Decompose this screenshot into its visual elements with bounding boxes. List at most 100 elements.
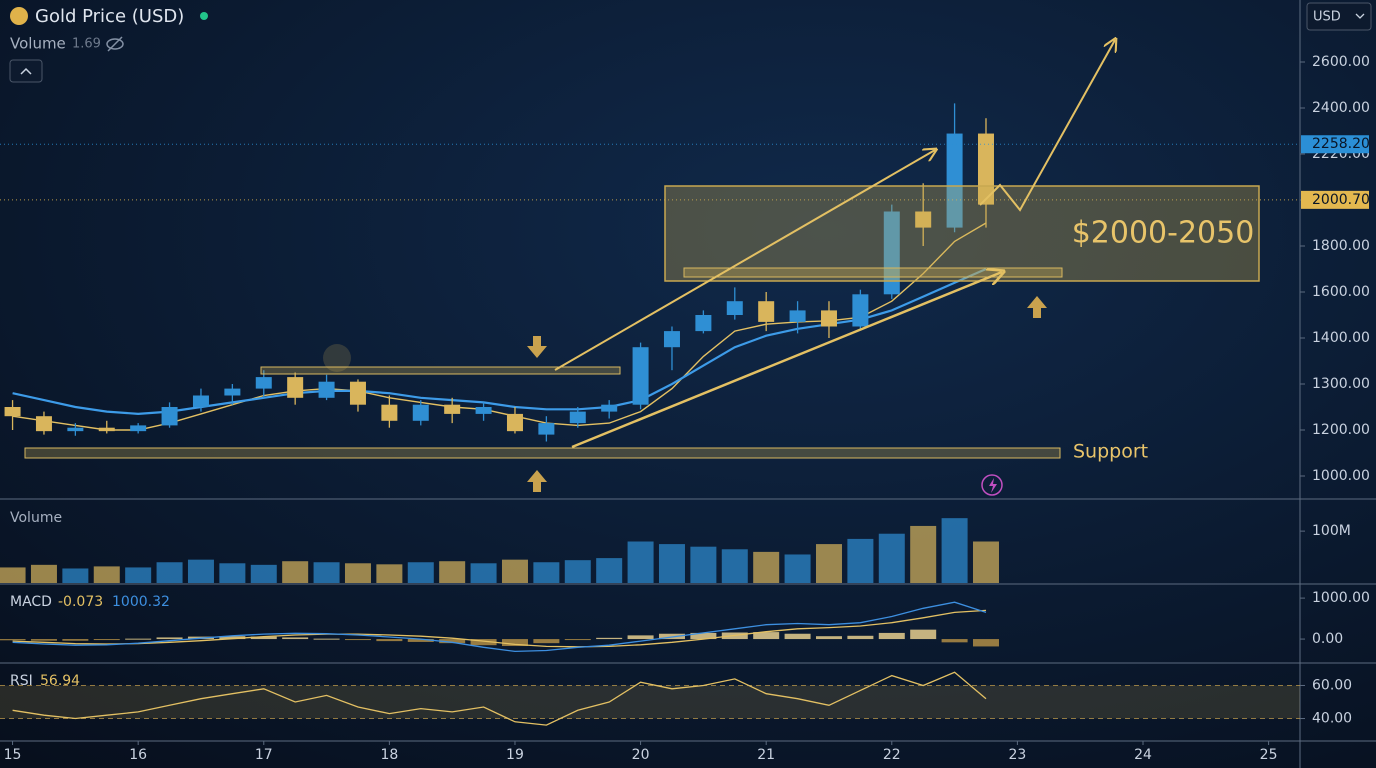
volume-bar <box>0 567 26 583</box>
candle-body <box>506 413 523 432</box>
price-tag-label: 2258.20 <box>1312 136 1370 152</box>
rsi-line <box>12 671 987 726</box>
macd-histogram-bar <box>784 633 811 640</box>
macd-histogram-bar <box>878 632 905 640</box>
y-tick-label: 1200.00 <box>1312 422 1370 438</box>
volume-bar <box>721 549 748 583</box>
macd-histogram-bar <box>93 639 120 641</box>
volume-bar <box>690 546 717 583</box>
macd-histogram-bar <box>596 637 623 640</box>
x-tick-label: 15 <box>4 747 22 763</box>
candle-body <box>161 407 178 426</box>
x-tick-label: 22 <box>883 747 901 763</box>
macd-histogram-bar <box>910 629 937 640</box>
currency-dropdown[interactable]: USD <box>1306 2 1372 31</box>
candle-body <box>255 377 272 389</box>
macd-value: -0.073 <box>58 594 103 610</box>
volume-bar <box>658 544 685 583</box>
candle-body <box>601 404 618 412</box>
currency: USD <box>1313 10 1341 25</box>
volume-bar <box>156 562 183 583</box>
volume-bar <box>847 538 874 583</box>
macd-histogram-bar <box>470 639 497 646</box>
volume-bar <box>564 560 591 583</box>
x-tick-label: 19 <box>506 747 524 763</box>
volume-bar <box>470 563 497 583</box>
macd-histogram-bar <box>753 632 780 640</box>
x-tick-label: 17 <box>255 747 273 763</box>
macd-histogram-bar <box>30 639 57 641</box>
volume-bar <box>30 564 57 583</box>
candle-body <box>35 416 52 432</box>
candle-body <box>726 301 743 315</box>
candle-body <box>224 388 241 396</box>
macd-histogram-bar <box>376 639 403 642</box>
candle-body <box>412 404 429 421</box>
rsi-band <box>0 685 1300 719</box>
x-tick-label: 21 <box>757 747 775 763</box>
volume-bar <box>93 566 120 583</box>
macd-histogram-bar <box>313 638 340 640</box>
support-label: Support <box>1073 441 1148 463</box>
macd-line <box>12 601 987 653</box>
macd-histogram-bar <box>690 632 717 640</box>
y-tick-label: 100M <box>1312 523 1351 539</box>
coin-icon <box>10 7 28 25</box>
volume-bar <box>910 525 937 583</box>
y-tick-label: 2600.00 <box>1312 54 1370 70</box>
candle-body <box>381 404 398 421</box>
price-tag <box>1301 190 1369 209</box>
volume-legend-value: 1.69 <box>72 37 101 52</box>
candle-body <box>946 133 963 228</box>
candle-body <box>820 310 837 327</box>
volume-bar <box>784 554 811 583</box>
candle-body <box>852 294 869 327</box>
volume-bar <box>972 541 999 583</box>
y-tick-label: 1600.00 <box>1312 284 1370 300</box>
macd-histogram-bar <box>627 635 654 640</box>
x-tick-label: 24 <box>1134 747 1152 763</box>
candle-body <box>663 331 680 348</box>
macd-value: 1000.32 <box>112 594 170 610</box>
y-tick-label: 1000.00 <box>1312 590 1370 606</box>
candle-body <box>915 211 932 228</box>
candle-body <box>695 315 712 332</box>
candle-body <box>130 425 147 432</box>
x-tick-label: 23 <box>1008 747 1026 763</box>
candle-body <box>569 411 586 424</box>
volume-bar <box>941 518 968 583</box>
volume-bar <box>627 541 654 583</box>
macd-histogram-bar <box>941 639 968 643</box>
hide-toggle[interactable] <box>106 36 124 52</box>
x-tick-label: 16 <box>129 747 147 763</box>
candle-body <box>318 381 335 398</box>
volume-bar <box>250 564 277 583</box>
volume-bar <box>815 544 842 583</box>
volume-bar <box>344 563 371 583</box>
y-tick-label: 1800.00 <box>1312 238 1370 254</box>
volume-bar <box>596 558 623 583</box>
macd-histogram-bar <box>847 635 874 640</box>
volume-bar <box>125 567 152 583</box>
y-tick-label: 1300.00 <box>1312 376 1370 392</box>
x-tick-label: 20 <box>632 747 650 763</box>
macd-histogram-bar <box>972 639 999 647</box>
candle-body <box>67 427 84 432</box>
y-tick-label: 2400.00 <box>1312 100 1370 116</box>
collapse-button[interactable] <box>9 59 43 83</box>
y-tick-label: 1000.00 <box>1312 468 1370 484</box>
volume-title: Volume <box>10 510 62 526</box>
volume-bar <box>62 568 89 583</box>
candle-body <box>287 377 304 398</box>
symbol-title: Gold Price (USD) <box>35 6 184 27</box>
volume-bar <box>439 561 466 583</box>
volume-bar <box>313 562 340 583</box>
macd-histogram-bar <box>501 639 528 647</box>
annotations: $2000-2050 Support <box>24 40 1260 496</box>
candle-body <box>789 310 806 322</box>
candle-body <box>444 404 461 414</box>
x-tick-label: 18 <box>380 747 398 763</box>
volume-bar <box>533 562 560 583</box>
